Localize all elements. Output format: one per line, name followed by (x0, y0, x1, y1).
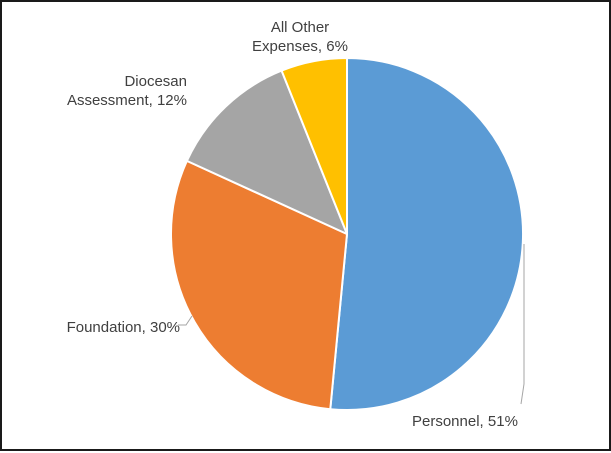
data-label-all-other-expenses: All Other Expenses, 6% (252, 19, 348, 55)
data-label-foundation: Foundation, 30% (67, 319, 180, 336)
pie-slice-diocesan-assessment (185, 69, 348, 235)
data-label-personnel: Personnel, 51% (412, 413, 518, 430)
labels-layer: Personnel, 51% Foundation, 30% Diocesan Ass… (67, 19, 518, 430)
data-label-diocesan-assessment: Diocesan Assessment, 12% (67, 73, 187, 109)
leaders-layer (178, 244, 525, 405)
leader-line-foundation (178, 315, 193, 326)
pie-slice-all-other-expenses (280, 57, 348, 235)
slices-layer (169, 57, 525, 411)
pie-slice-personnel (329, 57, 525, 411)
pie-slice-foundation (169, 159, 348, 411)
leader-line-personnel (520, 244, 525, 405)
